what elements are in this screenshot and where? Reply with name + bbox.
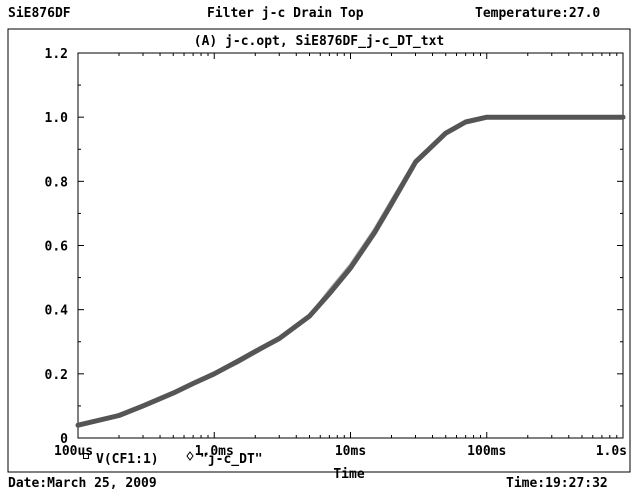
series-layer xyxy=(75,114,626,428)
y-tick-label: 0.2 xyxy=(45,368,68,383)
x-axis-label: Time xyxy=(333,467,364,482)
x-tick-label: 10ms xyxy=(335,444,366,459)
footer-date: Date:March 25, 2009 xyxy=(8,476,157,491)
legend-label: V(CF1:1) xyxy=(96,452,159,467)
chart-title: (A) j-c.opt, SiE876DF_j-c_DT_txt xyxy=(194,34,444,49)
header-temperature: Temperature:27.0 xyxy=(475,6,601,21)
footer-time: Time:19:27:32 xyxy=(506,476,608,491)
x-tick-label: 1.0s xyxy=(596,444,627,459)
legend-label: "j-c_DT" xyxy=(200,452,263,467)
plot-area xyxy=(77,52,624,439)
y-tick-label: 0.4 xyxy=(45,304,69,319)
y-tick-label: 1.2 xyxy=(45,47,68,62)
x-tick-label: 100us xyxy=(54,444,93,459)
x-tick-label: 100ms xyxy=(467,444,506,459)
header-part-number: SiE876DF xyxy=(8,6,71,21)
y-tick-label: 0 xyxy=(60,432,68,447)
legend: V(CF1:1) "j-c_DT" xyxy=(83,451,263,467)
legend-marker-diamond xyxy=(186,451,194,461)
y-tick-label: 0.6 xyxy=(45,240,69,255)
legend-marker-square xyxy=(83,453,89,459)
outer-frame xyxy=(7,28,631,473)
y-axis: 0 0.2 0.4 0.6 0.8 1.0 1.2 xyxy=(45,47,623,447)
y-tick-label: 0.8 xyxy=(45,175,69,190)
header-title: Filter j-c Drain Top xyxy=(207,6,364,21)
x-tick-label: 1.0ms xyxy=(195,444,234,459)
y-tick-label: 1.0 xyxy=(45,111,69,126)
series-line-1 xyxy=(75,114,626,428)
x-axis: 100us 1.0ms 10ms 100ms 1.0s xyxy=(54,53,627,459)
